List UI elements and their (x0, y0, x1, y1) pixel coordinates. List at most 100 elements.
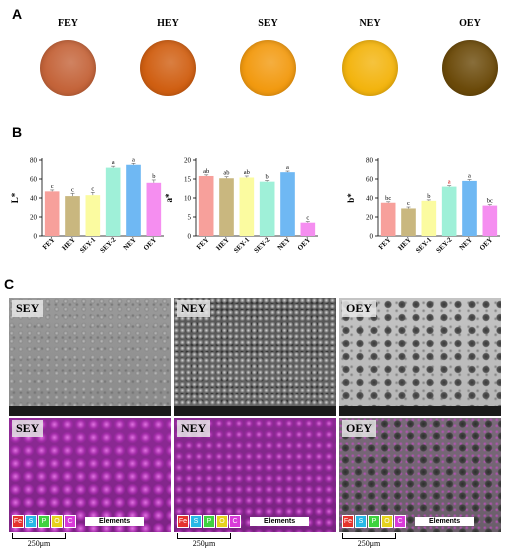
bar-2-1 (401, 208, 416, 236)
y-tick-label-0: 0 (34, 233, 38, 241)
scale-bar-label: 250μm (357, 539, 381, 548)
significance-letter-0-2: c (91, 185, 94, 192)
significance-letter-1-2: ab (244, 169, 250, 176)
y-tick-label-0: 40 (30, 195, 38, 203)
sem-image-label: NEY (177, 300, 211, 317)
element-chip-c: C (64, 515, 76, 528)
bar-0-4 (126, 164, 141, 236)
sem-image-sey: SEY (9, 298, 171, 416)
sample-label-hey: HEY (157, 18, 179, 29)
y-tick-label-1: 15 (184, 176, 192, 184)
sem-image-ney: NEY (174, 298, 336, 416)
significance-letter-1-5: c (306, 215, 309, 222)
bar-1-2 (239, 177, 255, 236)
sem-image-label: OEY (342, 300, 377, 317)
element-chip-c: C (229, 515, 241, 528)
y-tick-label-0: 60 (30, 176, 38, 184)
bar-0-2 (85, 195, 101, 236)
yolk-sample-disc-fey (40, 40, 96, 96)
bar-1-4 (280, 172, 295, 236)
panel-label-b: B (12, 124, 23, 140)
sem-info-bar (174, 406, 336, 416)
category-label-0-1: HEY (61, 236, 77, 252)
category-label-1-2: SEY-1 (232, 235, 251, 254)
yolk-sample-disc-sey (240, 40, 296, 96)
category-label-1-5: OEY (296, 236, 312, 252)
significance-letter-2-5: bc (487, 198, 493, 205)
significance-letter-0-1: c (71, 186, 74, 193)
category-label-0-0: FEY (41, 236, 57, 252)
significance-letter-2-4: a (468, 172, 471, 179)
y-tick-label-2: 0 (370, 233, 374, 241)
element-chip-p: P (203, 515, 215, 528)
significance-letter-2-3: a (448, 179, 451, 186)
significance-letter-1-3: b (266, 174, 269, 181)
element-legend-title: Elements (250, 517, 310, 526)
sample-label-oey: OEY (459, 18, 481, 29)
panel-label-a: A (12, 6, 23, 22)
element-legend-title: Elements (415, 517, 475, 526)
element-chip-s: S (355, 515, 367, 528)
y-axis-label-2: b* (346, 193, 356, 203)
category-label-1-3: SEY-2 (253, 235, 272, 254)
category-label-1-0: FEY (195, 236, 211, 252)
y-tick-label-1: 20 (184, 157, 192, 165)
element-legend: Fe S P O C Elements (12, 515, 145, 528)
sample-label-fey: FEY (58, 18, 78, 29)
scale-bar-line (342, 533, 396, 539)
element-chip-o: O (216, 515, 228, 528)
element-chip-p: P (38, 515, 50, 528)
element-chip-fe: Fe (12, 515, 24, 528)
bar-1-1 (219, 178, 234, 236)
element-chip-o: O (381, 515, 393, 528)
category-label-1-1: HEY (215, 236, 231, 252)
significance-letter-0-5: b (152, 173, 155, 180)
y-axis-label-1: a* (164, 193, 174, 203)
y-tick-label-2: 20 (366, 214, 374, 222)
bar-2-2 (421, 200, 437, 236)
element-chip-fe: Fe (177, 515, 189, 528)
bar-2-5 (482, 205, 498, 236)
sem-image-row: SEY NEY OEY (9, 298, 505, 416)
sample-label-sey: SEY (258, 18, 278, 29)
element-legend: Fe S P O C Elements (177, 515, 310, 528)
element-chip-p: P (368, 515, 380, 528)
category-label-2-1: HEY (397, 236, 413, 252)
eds-image-label: SEY (12, 420, 44, 437)
scale-bar-label: 250μm (192, 539, 216, 548)
scale-bar-label: 250μm (27, 539, 51, 548)
yolk-sample-disc-hey (140, 40, 196, 96)
bar-1-5 (300, 222, 316, 236)
bar-0-1 (65, 196, 80, 236)
significance-letter-2-1: c (407, 200, 410, 207)
category-label-0-4: NEY (122, 236, 138, 252)
yolk-sample-disc-ney (342, 40, 398, 96)
scale-bar-line (12, 533, 66, 539)
y-axis-label-0: L* (10, 192, 20, 203)
sem-info-bar (9, 406, 171, 416)
y-tick-label-1: 5 (188, 214, 192, 222)
category-label-2-3: SEY-2 (435, 235, 454, 254)
scale-bar-line (177, 533, 231, 539)
element-chip-s: S (25, 515, 37, 528)
category-label-2-4: NEY (458, 236, 474, 252)
y-tick-label-1: 10 (184, 195, 192, 203)
eds-image-label: OEY (342, 420, 377, 437)
category-label-0-2: SEY-1 (78, 235, 97, 254)
category-label-0-5: OEY (142, 236, 158, 252)
significance-letter-1-0: ab (203, 168, 209, 175)
significance-letter-1-1: ab (223, 170, 229, 177)
bar-0-3 (105, 167, 121, 236)
yolk-sample-disc-oey (442, 40, 498, 96)
y-tick-label-0: 80 (30, 157, 38, 165)
y-tick-label-2: 80 (366, 157, 374, 165)
element-chip-c: C (394, 515, 406, 528)
bar-0-0 (44, 191, 60, 236)
significance-letter-0-3: a (112, 159, 115, 166)
element-chip-o: O (51, 515, 63, 528)
sem-info-bar (339, 406, 501, 416)
y-tick-label-0: 20 (30, 214, 38, 222)
element-chip-fe: Fe (342, 515, 354, 528)
bar-1-3 (259, 181, 275, 236)
category-label-2-5: OEY (478, 236, 494, 252)
